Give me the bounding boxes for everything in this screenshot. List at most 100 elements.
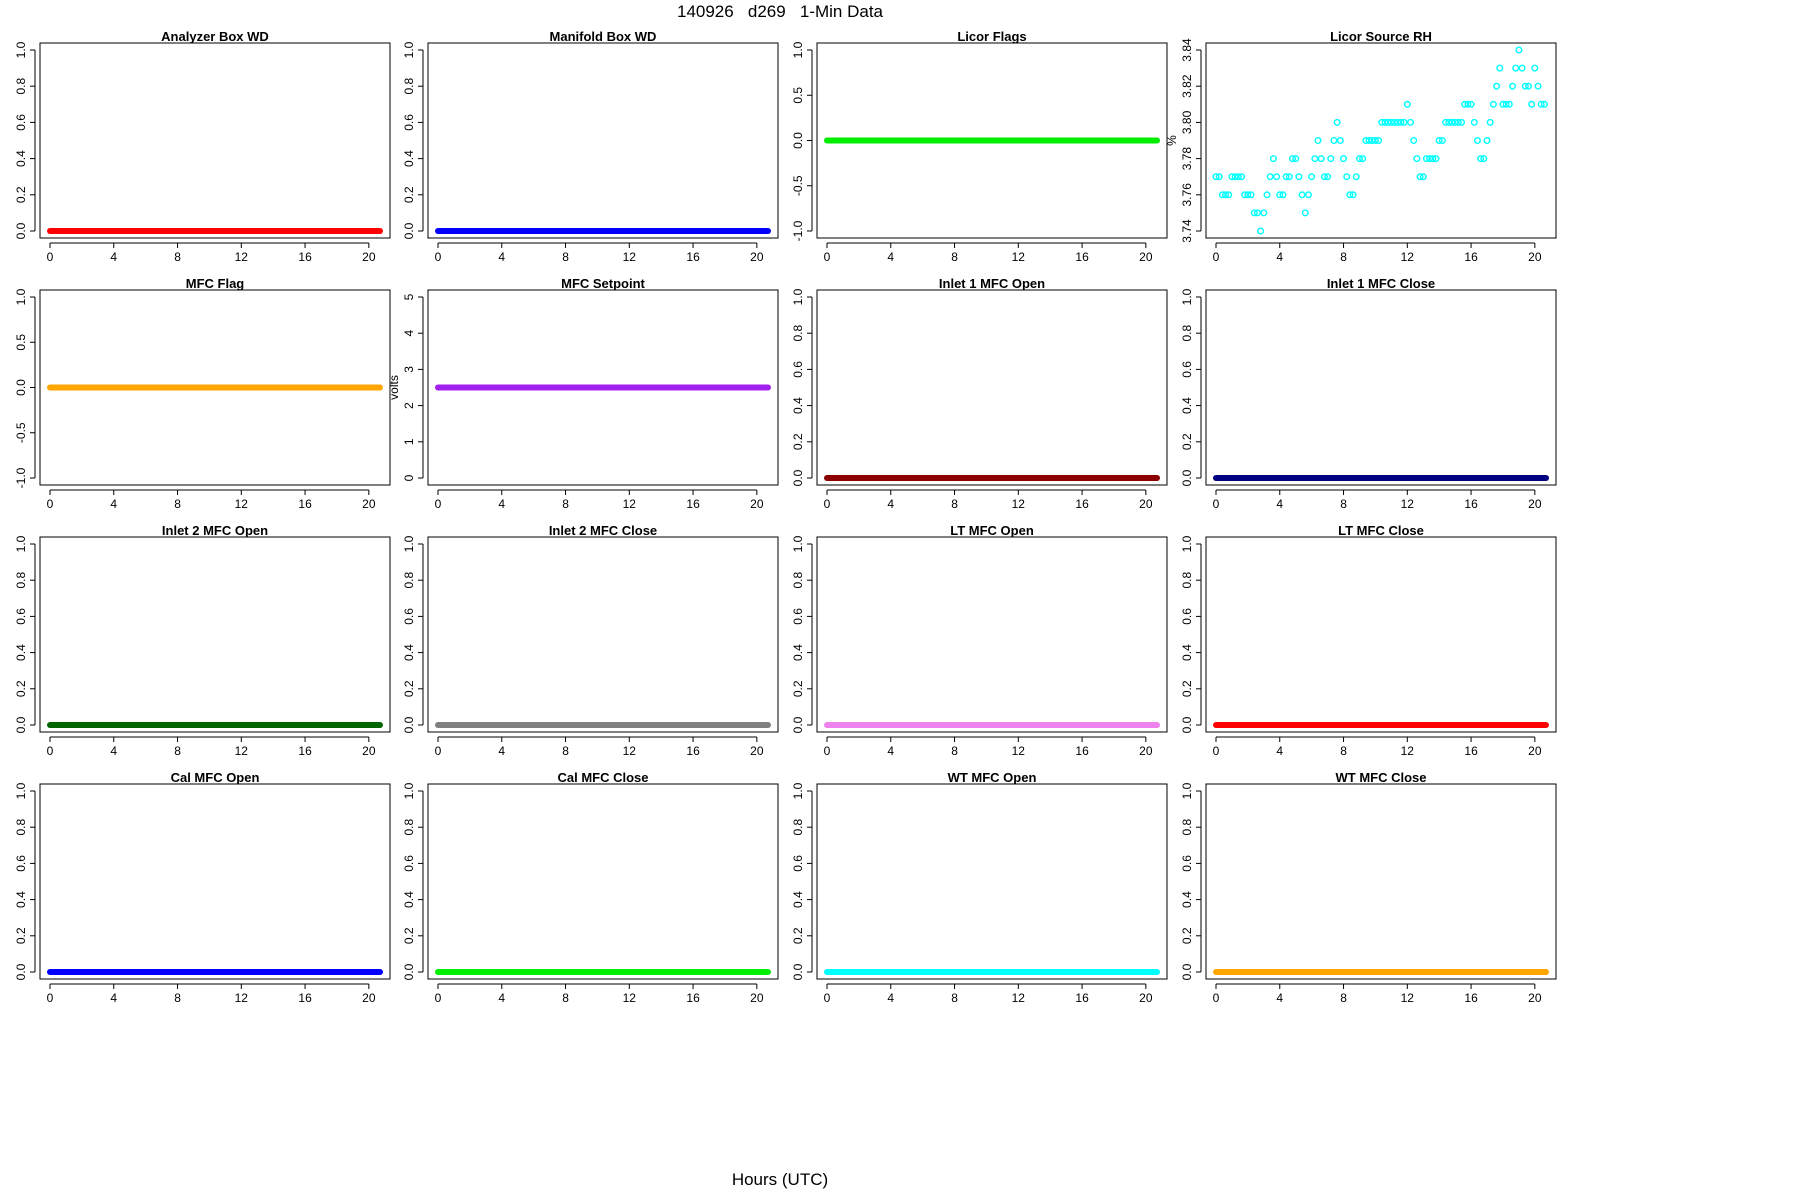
- data-point: [1317, 155, 1325, 163]
- x-tick-label: 0: [435, 497, 442, 511]
- data-point: [1435, 136, 1443, 144]
- y-tick-label: 0.6: [791, 361, 805, 378]
- y-tick-label: 0.6: [1180, 608, 1194, 625]
- data-point: [1467, 100, 1475, 108]
- x-tick-label: 4: [887, 250, 894, 264]
- data-point: [1225, 191, 1233, 199]
- subplot-0: Analyzer Box WD 0 4 8 12 16 20 0.0 0.2 0.4 0.6 0.8 1…: [14, 29, 391, 264]
- data-point: [1534, 82, 1542, 90]
- x-tick-label: 0: [435, 250, 442, 264]
- y-tick-label: 1.0: [1180, 782, 1194, 799]
- x-tick-label: 8: [1340, 991, 1347, 1005]
- x-tick-label: 4: [1276, 250, 1283, 264]
- y-tick-label: 0.4: [791, 397, 805, 414]
- y-tick-label: 0.8: [1180, 572, 1194, 589]
- x-tick-label: 0: [47, 744, 54, 758]
- subplot-12: Cal MFC Open 0 4 8 12 16 20 0.0 0.2 0.4 0.6 0.8 1.0: [14, 770, 391, 1005]
- x-tick-label: 0: [1213, 744, 1220, 758]
- data-point: [1515, 46, 1523, 54]
- data-point: [1406, 118, 1414, 126]
- subplot-title: Inlet 2 MFC Close: [549, 523, 657, 538]
- y-tick-label: 3.76: [1180, 183, 1194, 207]
- x-tick-label: 20: [750, 497, 764, 511]
- y-tick-label: 3.74: [1180, 219, 1194, 243]
- y-tick-label: 0.6: [14, 608, 28, 625]
- y-tick-label: 0.8: [402, 819, 416, 836]
- x-tick-label: 16: [1464, 250, 1478, 264]
- data-point: [1324, 173, 1332, 181]
- plot-frame: [816, 783, 1168, 980]
- x-tick-label: 8: [1340, 497, 1347, 511]
- y-tick-label: 0.4: [14, 891, 28, 908]
- x-tick-label: 4: [887, 991, 894, 1005]
- data-point: [1320, 173, 1328, 181]
- data-point: [1483, 136, 1491, 144]
- data-point: [1461, 100, 1469, 108]
- y-tick-label: 0.2: [1180, 433, 1194, 450]
- data-point: [1391, 118, 1399, 126]
- y-tick-label: 0.8: [14, 572, 28, 589]
- subplot-13: Cal MFC Close 0 4 8 12 16 20 0.0 0.2 0.4 0.6 0.8 1.0: [402, 770, 779, 1005]
- subplot-2: Licor Flags 0 4 8 12 16 20 -1.0 -0.5 0.0 0.5 1.0: [791, 29, 1168, 264]
- y-tick-label: 1.0: [14, 41, 28, 58]
- data-point: [1269, 155, 1277, 163]
- data-point: [1289, 155, 1297, 163]
- data-point: [1247, 191, 1255, 199]
- subplot-title: MFC Setpoint: [561, 276, 645, 291]
- data-point: [1464, 100, 1472, 108]
- x-tick-label: 16: [686, 744, 700, 758]
- y-tick-label: 3.84: [1180, 38, 1194, 62]
- plot-frame: [39, 536, 391, 733]
- x-tick-label: 12: [1012, 497, 1026, 511]
- data-point: [1397, 118, 1405, 126]
- y-tick-label: 0.2: [402, 680, 416, 697]
- data-point: [1419, 173, 1427, 181]
- x-tick-label: 16: [1075, 497, 1089, 511]
- subplot-title: WT MFC Open: [948, 770, 1037, 785]
- subplot-4: MFC Flag 0 4 8 12 16 20 -1.0 -0.5 0.0 0.5 1.0: [14, 276, 391, 511]
- data-point: [1499, 100, 1507, 108]
- data-point: [1340, 155, 1348, 163]
- data-point: [1250, 209, 1258, 217]
- subplot-title: Manifold Box WD: [550, 29, 657, 44]
- y-axis-label: volts: [387, 375, 401, 400]
- data-point: [1394, 118, 1402, 126]
- y-tick-label: 0.0: [402, 963, 416, 980]
- data-point: [1349, 191, 1357, 199]
- data-point: [1387, 118, 1395, 126]
- y-tick-label: 1.0: [14, 535, 28, 552]
- x-tick-label: 4: [1276, 744, 1283, 758]
- x-tick-label: 4: [1276, 497, 1283, 511]
- data-point: [1426, 155, 1434, 163]
- x-tick-label: 16: [1075, 250, 1089, 264]
- y-tick-label: 1.0: [791, 782, 805, 799]
- subplot-title: WT MFC Close: [1336, 770, 1427, 785]
- y-tick-label: 0.8: [791, 572, 805, 589]
- y-tick-label: 0.2: [14, 927, 28, 944]
- subplot-title: Cal MFC Open: [171, 770, 260, 785]
- y-tick-label: 0.0: [1180, 716, 1194, 733]
- x-tick-label: 8: [174, 250, 181, 264]
- data-point: [1413, 155, 1421, 163]
- y-tick-label: 0.2: [791, 433, 805, 450]
- x-tick-label: 8: [174, 744, 181, 758]
- x-tick-label: 20: [362, 744, 376, 758]
- x-tick-label: 4: [498, 250, 505, 264]
- y-tick-label: 1.0: [791, 288, 805, 305]
- x-tick-label: 4: [1276, 991, 1283, 1005]
- x-tick-label: 12: [1012, 744, 1026, 758]
- y-tick-label: 0.0: [402, 222, 416, 239]
- x-tick-label: 4: [887, 497, 894, 511]
- data-point: [1378, 118, 1386, 126]
- y-tick-label: 0.4: [791, 891, 805, 908]
- y-tick-label: 1.0: [1180, 288, 1194, 305]
- data-point: [1486, 118, 1494, 126]
- subplot-title: Licor Flags: [957, 29, 1026, 44]
- y-tick-label: 0.2: [14, 186, 28, 203]
- data-point: [1234, 173, 1242, 181]
- x-tick-label: 8: [562, 991, 569, 1005]
- y-tick-label: 0.8: [1180, 819, 1194, 836]
- plot-frame: [1205, 42, 1557, 239]
- x-tick-label: 12: [623, 250, 637, 264]
